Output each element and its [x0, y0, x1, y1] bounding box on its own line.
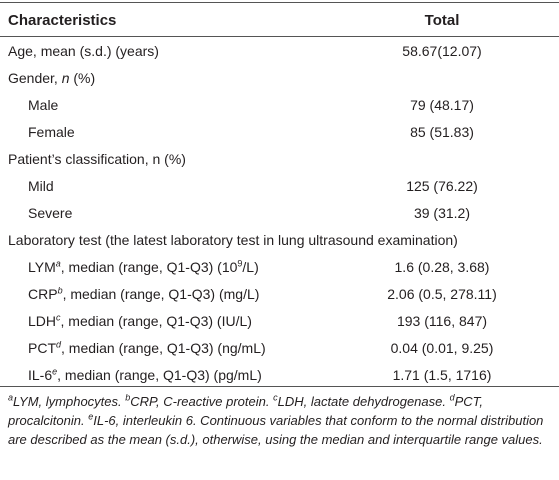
text-segment: d [56, 339, 62, 350]
row-total: 85 (51.83) [410, 124, 474, 140]
row-label: IL-6e, median (range, Q1-Q3) (pg/mL) [28, 366, 262, 384]
row-total: 2.06 (0.5, 278.11) [387, 286, 497, 302]
text-segment: , median (range, Q1-Q3) (mg/L) [62, 286, 260, 302]
text-segment: Severe [28, 205, 73, 221]
text-segment: IL-6, interleukin 6. Continuous variable… [8, 413, 544, 447]
text-segment: a [55, 258, 61, 269]
text-segment: c [273, 392, 278, 403]
text-segment: , median (range, Q1-Q3) (pg/mL) [57, 367, 262, 383]
row-label: Patient’s classification, n (%) [8, 150, 186, 168]
text-segment: Mild [28, 178, 54, 194]
text-segment: Age, mean (s.d.) (years) [8, 43, 159, 59]
text-segment: , median (range, Q1-Q3) (IU/L) [60, 313, 252, 329]
header-cell: Total [424, 12, 460, 29]
text-segment: CRP [28, 286, 58, 302]
text-segment: (%) [69, 70, 96, 86]
row-label: CRPb, median (range, Q1-Q3) (mg/L) [28, 285, 259, 303]
row-label: Female [28, 123, 75, 141]
text-segment: PCT [28, 340, 56, 356]
row-total: 79 (48.17) [410, 97, 474, 113]
text-segment: LYM, lymphocytes. [13, 394, 126, 409]
row-label: LYMa, median (range, Q1-Q3) (109/L) [28, 258, 259, 276]
text-segment: CRP, C-reactive protein. [130, 394, 274, 409]
text-segment: c [56, 312, 61, 323]
text-segment: , median (range, Q1-Q3) (ng/mL) [61, 340, 266, 356]
row-total: 1.6 (0.28, 3.68) [394, 259, 490, 275]
text-segment: Laboratory test (the latest laboratory t… [8, 232, 458, 248]
row-label: Gender, n (%) [8, 69, 95, 87]
row-total: 39 (31.2) [413, 205, 471, 221]
text-segment: LYM [28, 259, 56, 275]
row-total: 1.71 (1.5, 1716) [392, 367, 492, 383]
text-segment: /L) [242, 259, 259, 275]
text-segment: , median (range, Q1-Q3) (10 [60, 259, 238, 275]
bottom-rule [0, 386, 559, 387]
header-cell: Characteristics [8, 12, 117, 29]
text-segment: Gender, [8, 70, 62, 86]
text-segment: d [449, 392, 455, 403]
text-segment: Female [28, 124, 75, 140]
row-label: PCTd, median (range, Q1-Q3) (ng/mL) [28, 339, 266, 357]
text-segment: Patient’s classification, n (%) [8, 151, 186, 167]
row-label: Male [28, 96, 58, 114]
text-segment: b [125, 392, 131, 403]
text-segment: 9 [237, 258, 243, 269]
text-segment: IL-6 [28, 367, 53, 383]
text-segment: PCT, procalcitonin. [8, 394, 484, 428]
row-label: Age, mean (s.d.) (years) [8, 42, 159, 60]
row-label: LDHc, median (range, Q1-Q3) (IU/L) [28, 312, 252, 330]
row-label: Severe [28, 204, 72, 222]
text-segment: LDH, lactate dehydrogenase. [277, 394, 450, 409]
footnote: aLYM, lymphocytes. bCRP, C-reactive prot… [8, 392, 553, 449]
row-total: 0.04 (0.01, 9.25) [390, 340, 494, 356]
row-total: 193 (116, 847) [396, 313, 488, 329]
top-rule [0, 2, 559, 3]
header-rule [0, 36, 559, 37]
text-segment: n [61, 70, 70, 86]
row-total: 125 (76.22) [406, 178, 478, 194]
text-segment: Male [28, 97, 59, 113]
text-segment: b [57, 285, 63, 296]
text-segment: e [88, 411, 94, 422]
text-segment: a [8, 392, 14, 403]
text-segment: LDH [28, 313, 57, 329]
row-label: Mild [28, 177, 54, 195]
text-segment: e [52, 366, 58, 377]
row-label: Laboratory test (the latest laboratory t… [8, 231, 458, 249]
row-total: 58.67(12.07) [402, 43, 482, 59]
